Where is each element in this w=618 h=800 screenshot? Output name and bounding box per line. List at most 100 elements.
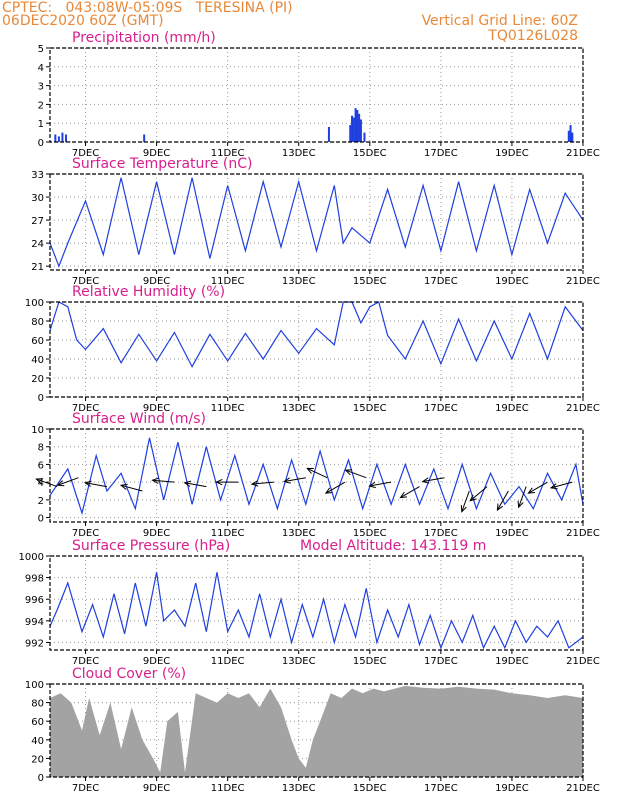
cloud-cover-panel: Cloud Cover (%) 0 20 40 60 80 100 7DEC 9DEC 11DEC… xyxy=(25,666,600,794)
wind-arrow xyxy=(549,481,573,490)
precipitation-ytick-label: 4 xyxy=(38,63,44,74)
wind-arrow-head xyxy=(119,483,128,490)
cloud-cover-xtick-label: 21DEC xyxy=(566,783,600,794)
relative-humidity-panel: Relative Humidity (%) 0 20 40 60 80 100 7DEC 9DE… xyxy=(25,284,600,414)
wind-arrow-head xyxy=(183,480,192,487)
wind-arrow xyxy=(306,467,328,479)
precipitation-xtick-label: 21DEC xyxy=(566,148,600,159)
cloud-cover-ytick-label: 80 xyxy=(31,699,44,710)
surface-temperature-xtick-label: 7DEC xyxy=(72,276,99,287)
cloud-cover-ytick-label: 60 xyxy=(31,717,44,728)
wind-arrow-head xyxy=(469,494,477,502)
surface-pressure-panel: Surface Pressure (hPa) Model Altitude: 14… xyxy=(19,538,600,667)
wind-arrow-shaft xyxy=(496,490,509,511)
relative-humidity-xtick-label: 19DEC xyxy=(495,403,529,414)
relative-humidity-ytick-label: 20 xyxy=(31,374,44,385)
wind-arrow-head xyxy=(151,477,159,484)
precipitation-title: Precipitation (mm/h) xyxy=(72,30,216,46)
surface-temperature-xtick-label: 15DEC xyxy=(353,276,387,287)
surface-temperature-xtick-label: 17DEC xyxy=(424,276,458,287)
surface-pressure-xtick-label: 19DEC xyxy=(495,656,529,667)
precipitation-xtick-label: 17DEC xyxy=(424,148,458,159)
surface-pressure-ytick-label: 994 xyxy=(25,617,44,628)
wind-arrow-head xyxy=(84,480,92,487)
surface-temperature-line xyxy=(49,177,584,268)
wind-arrow-shaft xyxy=(528,481,548,494)
cloud-cover-ytick-label: 0 xyxy=(38,773,44,784)
cloud-cover-area xyxy=(50,685,583,777)
panels: Precipitation (mm/h) 0 1 2 3 4 5 7DEC 9DEC 11DEC 1… xyxy=(19,30,600,794)
precipitation-frame xyxy=(49,47,584,143)
relative-humidity-line xyxy=(49,301,584,368)
surface-temperature-ytick-label: 30 xyxy=(31,193,44,204)
wind-arrow-shaft xyxy=(369,481,392,487)
surface-pressure-frame xyxy=(49,555,584,651)
surface-temperature-xtick-label: 21DEC xyxy=(566,276,600,287)
wind-arrow xyxy=(469,486,488,502)
wind-arrow-shaft xyxy=(461,490,470,512)
surface-pressure-subtitle: Model Altitude: 143.119 m xyxy=(300,538,486,554)
precipitation-panel: Precipitation (mm/h) 0 1 2 3 4 5 7DEC 9DEC 11DEC 1… xyxy=(38,30,600,159)
wind-arrow-shaft xyxy=(518,486,527,508)
precipitation-bar xyxy=(351,115,354,142)
wind-arrow-head xyxy=(283,477,291,484)
cloud-cover-ytick-label: 40 xyxy=(31,736,44,747)
surface-temperature-frame xyxy=(49,173,584,271)
precipitation-bar xyxy=(352,117,355,142)
precipitation-xtick-label: 15DEC xyxy=(353,148,387,159)
relative-humidity-xtick-label: 15DEC xyxy=(353,403,387,414)
wind-arrow-shaft xyxy=(251,481,274,485)
wind-arrow xyxy=(250,480,274,487)
precipitation-xtick-label: 9DEC xyxy=(143,148,170,159)
wind-arrow-shaft xyxy=(307,467,328,479)
wind-arrow-head xyxy=(421,477,430,484)
surface-wind-frame xyxy=(49,428,584,523)
precipitation-ytick-label: 5 xyxy=(38,44,44,55)
precipitation-xtick-label: 11DEC xyxy=(211,148,245,159)
model-code-label: TQ0126L028 xyxy=(487,28,578,44)
surface-wind-ytick-label: 0 xyxy=(38,514,44,525)
wind-arrow xyxy=(215,478,239,486)
surface-pressure-xtick-label: 17DEC xyxy=(424,656,458,667)
surface-temperature-xtick-label: 13DEC xyxy=(282,276,316,287)
wind-arrow xyxy=(399,486,420,499)
precipitation-bar xyxy=(569,125,572,142)
wind-arrow xyxy=(460,490,470,513)
wind-arrow-head xyxy=(56,480,65,487)
relative-humidity-xtick-label: 7DEC xyxy=(72,403,99,414)
surface-pressure-ytick-label: 1000 xyxy=(19,552,44,563)
precipitation-bar xyxy=(363,132,366,142)
relative-humidity-title: Relative Humidity (%) xyxy=(72,284,225,300)
run-date-label: 06DEC2020 60Z (GMT) xyxy=(2,13,164,29)
wind-arrow-head xyxy=(368,481,376,489)
station-label: CPTEC: 043:08W-05:09S TERESINA (PI) xyxy=(2,0,293,16)
wind-arrow-head xyxy=(549,483,558,490)
wind-arrow-head xyxy=(250,480,259,487)
surface-pressure-xtick-label: 21DEC xyxy=(566,656,600,667)
cloud-cover-ytick-label: 20 xyxy=(31,754,44,765)
precipitation-xtick-label: 7DEC xyxy=(72,148,99,159)
relative-humidity-xtick-label: 11DEC xyxy=(211,403,245,414)
cloud-cover-title: Cloud Cover (%) xyxy=(72,666,186,682)
precipitation-bar xyxy=(567,130,570,142)
surface-wind-ytick-label: 10 xyxy=(31,425,44,436)
surface-pressure-xtick-label: 9DEC xyxy=(143,656,170,667)
precipitation-bar xyxy=(64,134,67,142)
wind-arrow xyxy=(527,481,548,494)
wind-arrow-shaft xyxy=(284,477,306,483)
cloud-cover-ytick-label: 100 xyxy=(25,680,44,691)
wind-arrow-shaft xyxy=(85,482,107,488)
precipitation-bar xyxy=(571,132,574,142)
surface-wind-xtick-label: 7DEC xyxy=(72,528,99,539)
wind-arrow-head xyxy=(460,505,467,513)
surface-temperature-ytick-label: 27 xyxy=(31,216,44,227)
relative-humidity-ytick-label: 0 xyxy=(38,393,44,404)
relative-humidity-ytick-label: 40 xyxy=(31,355,44,366)
surface-wind-title: Surface Wind (m/s) xyxy=(72,411,206,427)
surface-temperature-title: Surface Temperature (nC) xyxy=(72,156,253,172)
wind-arrow-shaft xyxy=(345,469,367,479)
relative-humidity-ytick-label: 100 xyxy=(25,298,44,309)
surface-pressure-ytick-label: 992 xyxy=(25,638,44,649)
surface-wind-xtick-label: 17DEC xyxy=(424,528,458,539)
